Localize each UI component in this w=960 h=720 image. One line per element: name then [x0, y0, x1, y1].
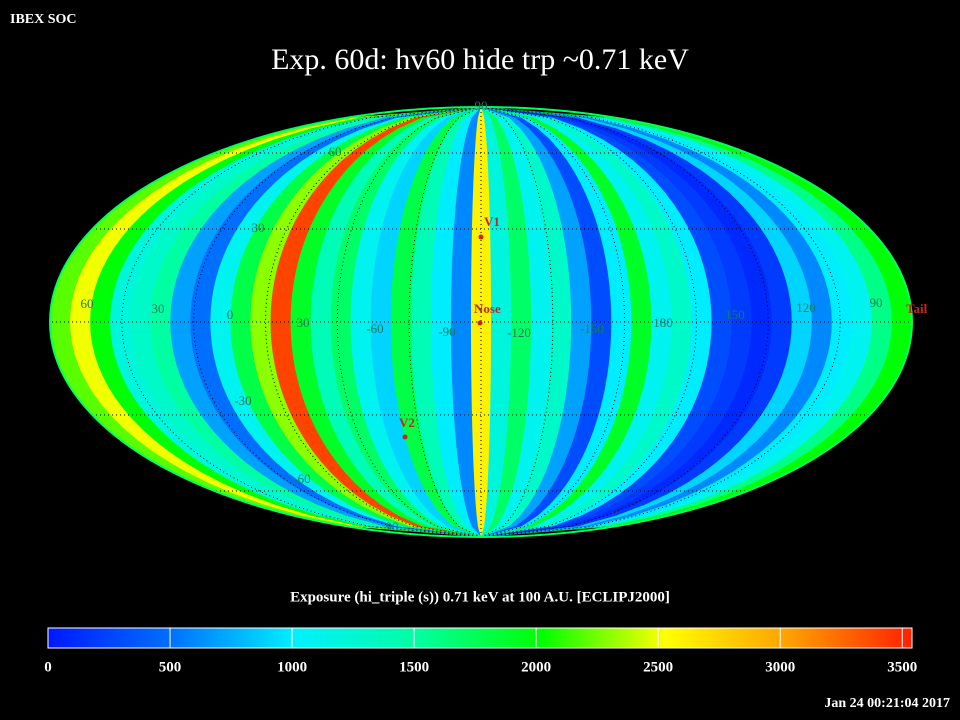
longitude-label: 90	[870, 295, 883, 310]
marker-label: Nose	[474, 301, 501, 316]
colorbar: 0 500 1000 1500 2000 2500 3000 3500	[44, 627, 917, 675]
exposure-strip	[481, 107, 592, 537]
exposure-strip	[350, 107, 482, 537]
corner-label: IBEX SOC	[10, 12, 77, 27]
colorbar-tick-label: 500	[159, 659, 182, 675]
timestamp: Jan 24 00:21:04 2017	[824, 696, 950, 711]
exposure-strip	[410, 107, 482, 537]
exposure-strip	[481, 107, 532, 537]
colorbar-label: Exposure (hi_triple (s)) 0.71 keV at 100…	[290, 589, 670, 605]
longitude-label: -150	[580, 321, 604, 336]
marker-dot	[402, 434, 408, 440]
marker-dot	[478, 234, 484, 240]
longitude-label: -120	[507, 325, 531, 340]
chart-title: Exp. 60d: hv60 hide trp ~0.71 keV	[271, 43, 689, 76]
latitude-label: 90	[475, 98, 488, 113]
latitude-label: 30	[252, 220, 265, 235]
colorbar-tick-label: 0	[44, 659, 52, 675]
exposure-strip	[481, 107, 572, 537]
exposure-strip	[430, 107, 482, 537]
longitude-label: 180	[653, 315, 673, 330]
exposure-strip	[481, 107, 612, 537]
meridian	[480, 107, 769, 537]
latitude-label: 90	[386, 519, 399, 534]
marker-label: Tail	[906, 301, 928, 316]
meridian	[480, 107, 698, 537]
colorbar-tick-label: 3500	[887, 659, 917, 675]
colorbar-tick-label: 2000	[521, 659, 551, 675]
colorbar-tick-label: 1000	[277, 659, 307, 675]
longitude-label: 120	[796, 300, 816, 315]
overlay: 60 30 0 30 -60 -90 -120 -150 180 150 120 90 90 60 30 -3…	[81, 98, 928, 534]
marker-label: V1	[484, 214, 500, 229]
longitude-label: -90	[438, 324, 455, 339]
marker-dot	[477, 320, 483, 326]
exposure-strip	[450, 107, 482, 537]
meridian	[336, 107, 482, 537]
meridian	[264, 107, 482, 537]
colorbar-fill	[47, 627, 913, 649]
latitude-label: -30	[234, 393, 251, 408]
exposure-strip	[390, 107, 482, 537]
meridian	[193, 107, 482, 537]
sky-map	[50, 107, 912, 537]
exposure-strip	[370, 107, 482, 537]
map-outline	[49, 106, 913, 538]
longitude-label: 30	[152, 301, 165, 316]
meridian	[121, 107, 482, 537]
meridian	[480, 107, 626, 537]
colorbar-tick-label: 3000	[765, 659, 795, 675]
colorbar-tick-label: 1500	[399, 659, 429, 675]
colorbar-tick-label: 2500	[643, 659, 673, 675]
longitude-label: -60	[366, 321, 383, 336]
exposure-strip	[481, 107, 632, 537]
meridian	[480, 107, 841, 537]
longitude-label: 150	[725, 307, 745, 322]
latitude-label: -60	[293, 471, 310, 486]
longitude-label: 0	[227, 307, 234, 322]
exposure-strip	[481, 107, 552, 537]
longitude-label: 30	[297, 315, 310, 330]
marker-label: V2	[399, 415, 415, 430]
longitude-label: 60	[81, 296, 94, 311]
latitude-label: 60	[329, 144, 342, 159]
